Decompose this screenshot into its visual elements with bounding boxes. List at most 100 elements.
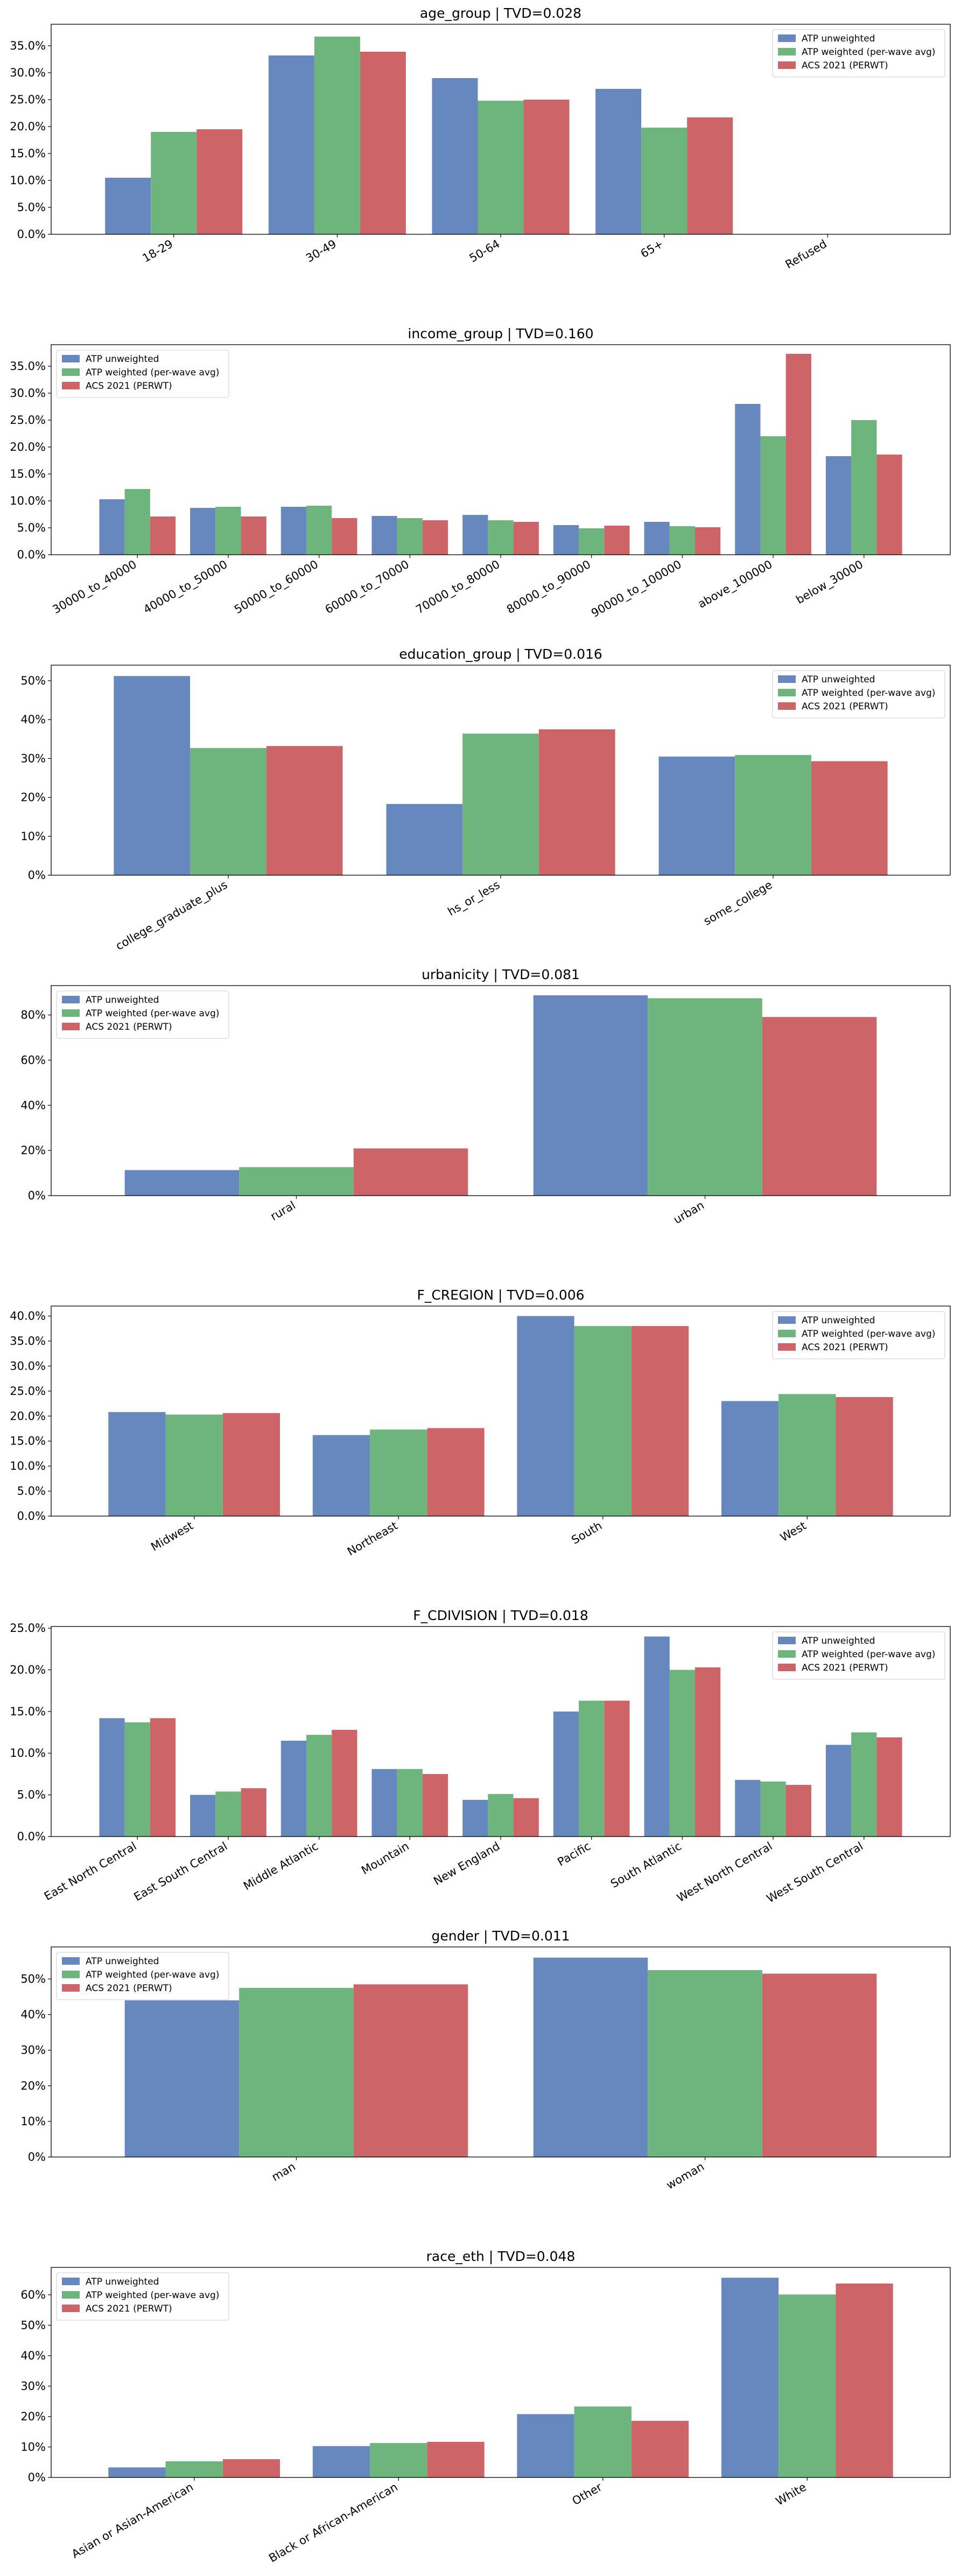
legend: ATP unweighted ATP weighted (per-wave avg… [56,990,229,1039]
bar [523,100,570,234]
bar [695,527,721,555]
legend-label: ATP weighted (per-wave avg) [802,1649,935,1660]
bar [353,1148,468,1196]
bar [517,1316,574,1516]
bar [762,1017,877,1196]
bar [332,518,357,555]
y-tick-label: 20% [20,1144,46,1157]
y-tick-label: 25.0% [10,93,46,106]
x-tick-label: 50-64 [467,238,502,265]
bar [760,1781,786,1837]
bar [108,2467,166,2477]
bar [151,132,197,234]
bar [190,508,216,555]
legend-label: ATP weighted (per-wave avg) [802,1329,935,1339]
x-axis: 18-29 30-49 50-64 65+ Refused [140,234,829,271]
bar [99,499,125,555]
legend-label: ACS 2021 (PERWT) [86,381,172,392]
y-tick-label: 30.0% [10,1359,46,1372]
legend-label: ATP unweighted [86,1956,159,1967]
x-tick-label: Black or African-American [266,2481,399,2565]
bar [851,1732,877,1837]
legend-swatch [62,2305,80,2312]
legend-swatch [62,1023,80,1030]
legend-swatch [778,1316,796,1324]
legend-swatch [778,1650,796,1658]
bar [432,78,478,234]
y-tick-label: 30.0% [10,66,46,79]
legend-swatch [778,1330,796,1337]
legend-box [56,2272,229,2321]
chart-6: F_CDIVISION | TVD=0.018 0.0% 5.0% 10.0% 15.0… [10,1608,951,1905]
chart-title: age_group | TVD=0.028 [420,5,581,21]
y-tick-label: 25.0% [10,1622,46,1635]
bar [735,404,761,555]
legend-label: ATP weighted (per-wave avg) [86,2290,219,2301]
y-tick-label: 10.0% [10,494,46,507]
bar [427,1428,485,1516]
bar [280,507,307,555]
bar [353,1984,468,2157]
legend: ATP unweighted ATP weighted (per-wave avg… [772,670,945,718]
bar [851,420,877,555]
bars [114,676,888,875]
bar [876,1737,902,1837]
y-axis: 0.0% 5.0% 10.0% 15.0% 20.0% 25.0% [10,1622,51,1843]
y-tick-label: 35.0% [10,360,46,373]
legend-label: ATP unweighted [802,33,875,44]
bar [735,1779,761,1837]
legend: ATP unweighted ATP weighted (per-wave avg… [56,350,229,398]
y-tick-label: 0% [28,1189,46,1202]
legend-swatch [778,61,796,69]
bar [785,354,811,555]
bar [574,2406,632,2477]
bar [721,1401,779,1516]
axes-frame [51,2267,951,2478]
y-tick-label: 15.0% [10,467,46,480]
legend: ATP unweighted ATP weighted (per-wave avg… [772,29,945,78]
x-tick-label: Northeast [345,1519,400,1559]
bar [721,2278,779,2477]
y-tick-label: 50% [20,674,46,687]
x-tick-label: woman [664,2160,706,2192]
x-tick-label: 65+ [639,238,665,261]
y-tick-label: 10% [20,2440,46,2453]
x-tick-label: man [270,2160,298,2184]
x-tick-label: New England [431,1840,502,1888]
legend-label: ATP weighted (per-wave avg) [86,367,219,378]
legend: ATP unweighted ATP weighted (per-wave avg… [772,1631,945,1680]
y-axis: 0.0% 5.0% 10.0% 15.0% 20.0% 25.0% 30.0% 35.0% 40… [10,1310,51,1523]
legend-label: ATP unweighted [86,2277,159,2287]
bar [124,489,150,555]
bar [312,1435,370,1516]
x-tick-label: above_100000 [696,558,775,611]
legend-label: ATP unweighted [86,354,159,365]
bar [825,1744,852,1837]
legend-swatch [778,1664,796,1671]
bar [422,520,448,555]
bar [150,1718,176,1837]
bar [222,1413,280,1516]
y-tick-label: 5.0% [17,1485,46,1498]
y-tick-label: 10.0% [10,174,46,187]
legend-box [56,350,229,398]
x-tick-label: White [774,2481,809,2508]
chart-title: urbanicity | TVD=0.081 [422,967,580,982]
bar [370,2443,427,2477]
y-tick-label: 20% [20,2079,46,2092]
chart-7: gender | TVD=0.011 0% 10% 20% 30% 40% 50% man wo… [20,1928,951,2192]
legend-swatch [62,1957,80,1965]
chart-title: education_group | TVD=0.016 [399,646,602,662]
bar [312,2446,370,2477]
x-tick-label: South [569,1519,604,1547]
bar [462,1799,488,1837]
y-tick-label: 60% [20,1053,46,1066]
legend-box [56,1952,229,2000]
bar [124,1170,240,1196]
bar [595,89,642,234]
bar [397,518,423,555]
bar [513,1798,539,1837]
legend: ATP unweighted ATP weighted (per-wave avg… [56,1952,229,2000]
y-tick-label: 10.0% [10,1460,46,1472]
x-tick-label: some_college [702,878,775,929]
